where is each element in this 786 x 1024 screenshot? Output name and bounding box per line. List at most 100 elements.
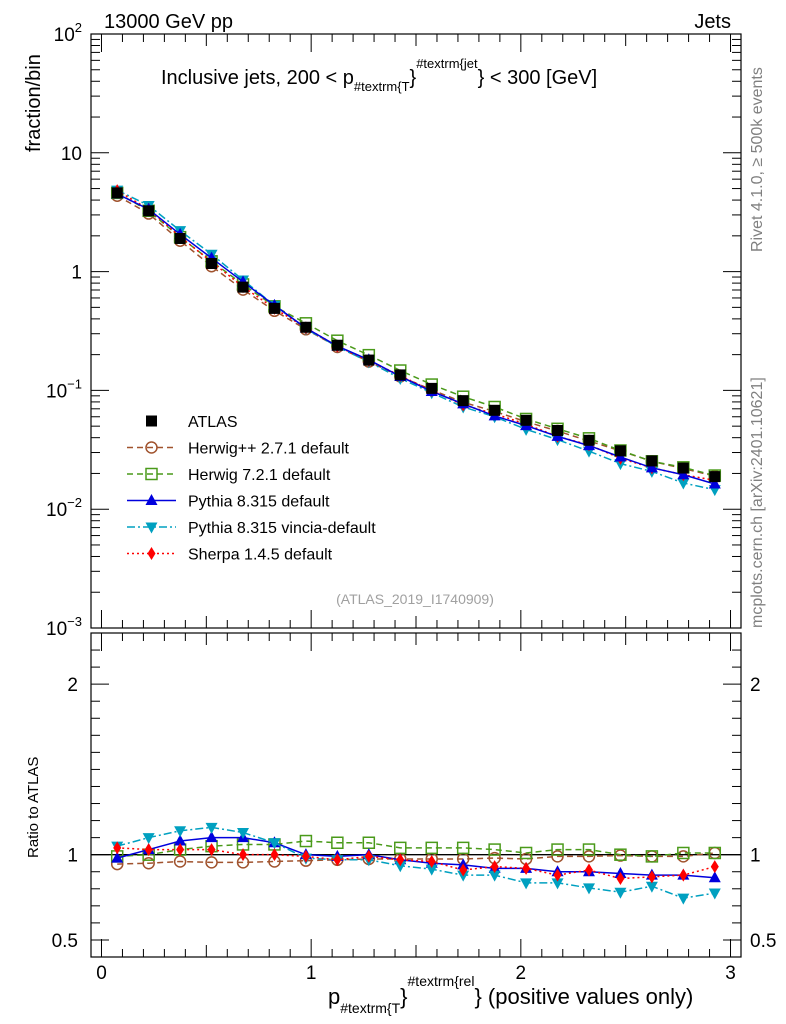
ratio-line-vincia (117, 826, 715, 899)
title-suffix: } < 300 [GeV] (478, 67, 598, 89)
xlabel-sub: #textrm{T (340, 1000, 400, 1016)
ratio-point-vincia (237, 828, 250, 840)
ratio-point-herwig7 (331, 836, 344, 849)
main-point-ATLAS (552, 424, 564, 436)
legend-label-sherpa: Sherpa 1.4.5 default (188, 547, 333, 564)
main-point-ATLAS (237, 281, 249, 293)
main-y-tick-label: 10 (61, 144, 82, 165)
ratio-point-sherpa (396, 853, 405, 867)
ratio-point-sherpa (490, 860, 499, 874)
legend-label-herwigpp: Herwig++ 2.7.1 default (188, 441, 350, 458)
ratio-point-sherpa (364, 849, 373, 863)
main-point-pythia (677, 468, 690, 480)
ratio-point-sherpa (647, 870, 656, 884)
legend-marker-herwigpp (145, 441, 158, 454)
ratio-point-pythia (708, 871, 721, 883)
ratio-point-pythia (205, 831, 218, 843)
x-tick-label: 3 (725, 963, 736, 984)
ratio-point-sherpa (207, 843, 216, 857)
ratio-point-vincia (582, 883, 595, 895)
ratio-point-herwig7 (677, 846, 690, 860)
mcplots-label: mcplots.cern.ch [arXiv:2401.10621] (749, 377, 766, 628)
ratio-point-herwig7 (488, 843, 501, 856)
ratio-point-vincia (425, 864, 438, 876)
x-tick-label: 0 (96, 963, 107, 984)
ratio-point-herwigpp (142, 856, 155, 870)
main-point-ATLAS (426, 382, 438, 394)
ratio-plot-frame (90, 632, 742, 958)
main-y-tick-label: 10−1 (46, 376, 82, 402)
main-point-ATLAS (457, 395, 469, 407)
main-line-herwig7 (116, 192, 715, 477)
legend: ATLAS Herwig++ 2.7.1 default Herwig 7.2.1 … (127, 414, 376, 564)
title-sub: #textrm{T (354, 79, 410, 94)
ratio-y-tick-label-right: 0.5 (750, 931, 776, 952)
legend-marker-ATLAS (146, 415, 157, 427)
legend-marker-vincia (145, 522, 158, 534)
legend-marker-pythia (145, 494, 158, 505)
main-point-ATLAS (394, 369, 406, 381)
ratio-point-sherpa (144, 843, 153, 857)
main-point-ATLAS (174, 232, 186, 244)
ratio-point-sherpa (333, 853, 342, 867)
xlabel-brace: } (400, 984, 407, 1009)
ratio-axis-ticks: 0.5 0.5 1 1 2 2 0 1 2 3 (52, 632, 776, 984)
ratio-point-sherpa (553, 868, 562, 882)
main-y-tick-label: 10−2 (46, 495, 82, 521)
ratio-point-sherpa (176, 843, 185, 857)
ratio-point-herwig7 (551, 843, 564, 856)
ratio-point-vincia (174, 826, 187, 838)
ratio-point-sherpa (616, 872, 625, 886)
ratio-point-sherpa (427, 855, 436, 869)
ratio-point-pythia (174, 834, 187, 846)
ratio-point-sherpa (113, 841, 122, 855)
main-point-ATLAS (489, 404, 501, 416)
ratio-y-tick-label: 1 (67, 846, 78, 867)
title-sup: #textrm{jet (416, 56, 478, 71)
ratio-point-vincia (488, 870, 501, 882)
legend-marker-herwig7 (145, 467, 158, 481)
main-point-pythia (708, 477, 721, 489)
ratio-point-vincia (645, 881, 658, 893)
main-line-vincia (116, 189, 715, 491)
main-plot-series (110, 184, 722, 497)
ratio-line-pythia (117, 836, 715, 879)
main-point-ATLAS (331, 339, 343, 351)
ratio-point-herwig7 (425, 841, 438, 855)
ratio-point-sherpa (679, 868, 688, 882)
ratio-point-herwig7 (708, 846, 722, 860)
ratio-point-herwig7 (519, 846, 533, 860)
ratio-point-sherpa (710, 860, 719, 874)
ratio-y-tick-label: 0.5 (52, 931, 78, 952)
ratio-point-sherpa (270, 848, 279, 862)
ratio-point-vincia (394, 861, 407, 873)
main-point-ATLAS (206, 257, 218, 269)
ratio-y-tick-label: 2 (67, 675, 78, 696)
title-prefix: Inclusive jets, 200 < p (161, 67, 354, 89)
x-tick-label: 1 (306, 963, 317, 984)
rivet-version-label: Rivet 4.1.0, ≥ 500k events (749, 67, 766, 252)
ratio-y-tick-label-right: 2 (750, 675, 761, 696)
header-energy-label: 13000 GeV pp (104, 11, 233, 33)
ratio-point-sherpa (584, 863, 593, 877)
main-title: Inclusive jets, 200 < p#textrm{T}#textrm… (161, 56, 597, 94)
main-point-ATLAS (300, 321, 312, 333)
xlabel-sup: #textrm{rel (408, 973, 475, 989)
main-y-tick-label: 1 (71, 263, 82, 284)
ratio-point-herwig7 (456, 841, 470, 855)
main-axis-ticks: 102 10 1 10−1 10−2 10−3 (46, 20, 741, 957)
ratio-point-sherpa (301, 849, 310, 863)
ratio-point-sherpa (522, 861, 531, 875)
ratio-y-axis-title: Ratio to ATLAS (25, 757, 42, 858)
main-point-ATLAS (268, 302, 280, 314)
x-axis-title: p#textrm{T}#textrm{rel} (positive values… (328, 973, 693, 1016)
main-y-tick-label: 102 (54, 20, 82, 46)
analysis-id-label: (ATLAS_2019_I1740909) (336, 591, 494, 607)
ratio-point-vincia (551, 878, 564, 890)
ratio-point-vincia (142, 833, 155, 845)
main-point-pythia (645, 461, 658, 473)
ratio-point-sherpa (239, 848, 248, 862)
legend-label-herwig7: Herwig 7.2.1 default (188, 467, 331, 484)
ratio-point-vincia (708, 888, 721, 900)
